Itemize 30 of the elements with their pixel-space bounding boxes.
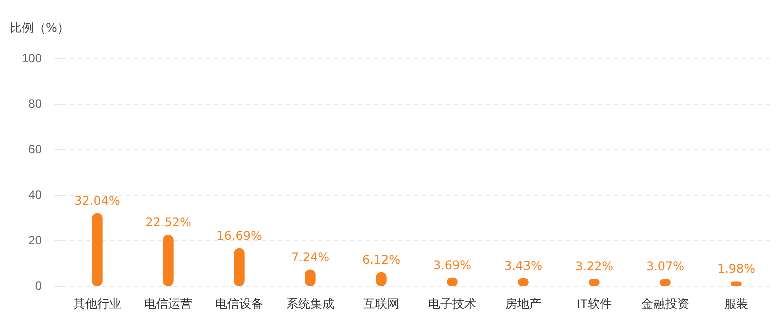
y-axis-title: 比例（%）	[10, 20, 70, 37]
y-tick-label: 40	[28, 188, 42, 202]
data-label: 32.04%	[74, 194, 120, 208]
x-tick-label: 互联网	[364, 297, 400, 312]
data-label: 16.69%	[216, 228, 262, 243]
data-label: 7.24%	[291, 250, 330, 264]
data-label: 1.98%	[717, 262, 756, 276]
data-label: 3.22%	[575, 259, 614, 274]
bar	[163, 235, 174, 286]
x-tick-label: IT软件	[577, 297, 612, 312]
data-label: 6.12%	[362, 252, 401, 267]
y-tick-label: 0	[35, 278, 42, 293]
x-tick-label: 其他行业	[74, 297, 122, 312]
y-tick-label: 60	[28, 142, 42, 156]
x-tick-label: 电信设备	[216, 297, 264, 312]
data-label: 3.43%	[504, 258, 543, 273]
y-tick-label: 80	[28, 96, 42, 111]
data-label: 3.07%	[646, 260, 685, 274]
x-tick-label: 电子技术	[428, 297, 477, 312]
bar	[234, 248, 245, 286]
y-tick-label: 100	[22, 52, 42, 66]
x-tick-label: 电信运营	[144, 297, 193, 312]
x-tick-label: 房地产	[506, 297, 542, 312]
y-tick-label: 20	[28, 233, 42, 248]
data-label: 22.52%	[146, 216, 192, 230]
data-label: 3.69%	[433, 258, 472, 272]
x-tick-label: 金融投资	[642, 297, 690, 312]
x-tick-label: 系统集成	[286, 297, 335, 312]
bar	[92, 213, 103, 286]
x-tick-label: 服装	[724, 297, 748, 312]
